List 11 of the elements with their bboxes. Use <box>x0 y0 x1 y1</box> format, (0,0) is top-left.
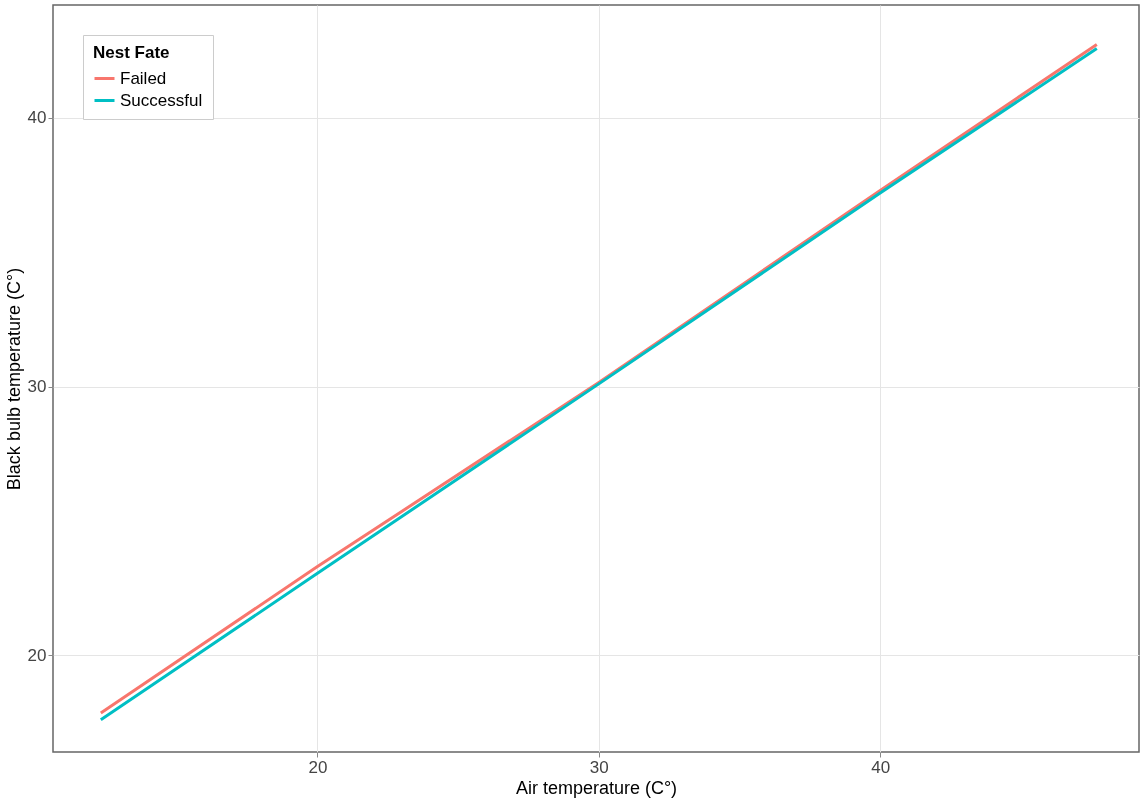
x-tick-label: 30 <box>589 757 609 777</box>
legend-title: Nest Fate <box>93 43 170 62</box>
legend-label: Successful <box>120 90 203 110</box>
x-tick-label: 40 <box>871 757 891 777</box>
y-tick-label: 20 <box>27 645 47 665</box>
y-axis-title: Black bulb temperature (C°) <box>3 267 24 491</box>
x-axis-title: Air temperature (C°) <box>515 777 678 798</box>
legend-label: Failed <box>120 68 167 88</box>
y-tick-label: 40 <box>27 108 47 128</box>
x-tick-label: 20 <box>308 757 328 777</box>
y-tick-label: 30 <box>27 377 47 397</box>
